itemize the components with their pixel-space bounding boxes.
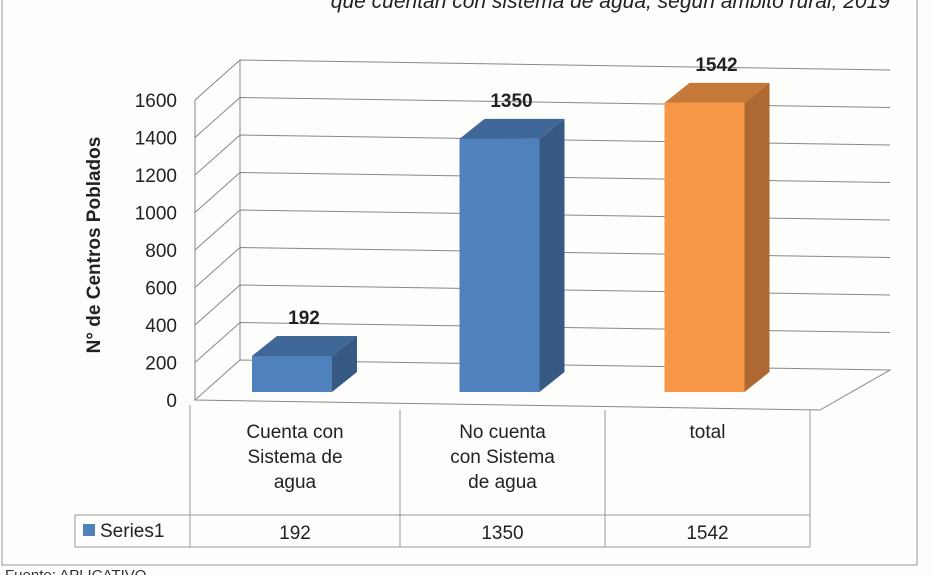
y-tick-label: 800 bbox=[145, 241, 177, 262]
y-tick-label: 0 bbox=[166, 391, 177, 412]
y-axis-label: N° de Centros Poblados bbox=[84, 137, 105, 354]
bar bbox=[459, 138, 540, 392]
x-tick-label: Cuenta con Sistema de agua bbox=[246, 422, 344, 493]
bar-side bbox=[332, 336, 357, 392]
data-label: 1542 bbox=[695, 55, 737, 76]
grid-line bbox=[194, 59, 891, 101]
y-tick-label: 1000 bbox=[135, 204, 177, 225]
table-value: 1350 bbox=[481, 523, 523, 544]
chart-border bbox=[1, 0, 918, 566]
y-tick-label: 400 bbox=[145, 316, 177, 337]
table-value: 192 bbox=[279, 523, 311, 544]
x-tick-label: total bbox=[689, 422, 726, 443]
floor bbox=[193, 359, 892, 411]
y-tick-label: 600 bbox=[145, 279, 177, 300]
bar-top bbox=[664, 82, 770, 103]
y-tick-label: 1400 bbox=[135, 129, 177, 150]
y-tick-label: 1600 bbox=[135, 91, 177, 112]
data-label: 192 bbox=[288, 308, 320, 329]
bar-side bbox=[744, 82, 770, 392]
x-tick-label: No cuenta con Sistema de agua bbox=[450, 422, 555, 493]
chart-title: que cuentan con sistema de agua, según á… bbox=[331, 0, 891, 13]
y-tick-label: 200 bbox=[145, 354, 177, 375]
bar-side bbox=[539, 118, 565, 392]
legend-swatch bbox=[83, 524, 95, 536]
legend-label: Series1 bbox=[100, 521, 164, 542]
y-tick-label: 1200 bbox=[135, 166, 177, 187]
source: Fuente: APLICATIVO bbox=[5, 567, 146, 575]
bar bbox=[664, 102, 745, 392]
table-value: 1542 bbox=[686, 523, 728, 544]
data-label: 1350 bbox=[490, 91, 532, 112]
bar-top bbox=[252, 336, 357, 356]
bar bbox=[252, 356, 332, 392]
bar-top bbox=[459, 118, 565, 139]
